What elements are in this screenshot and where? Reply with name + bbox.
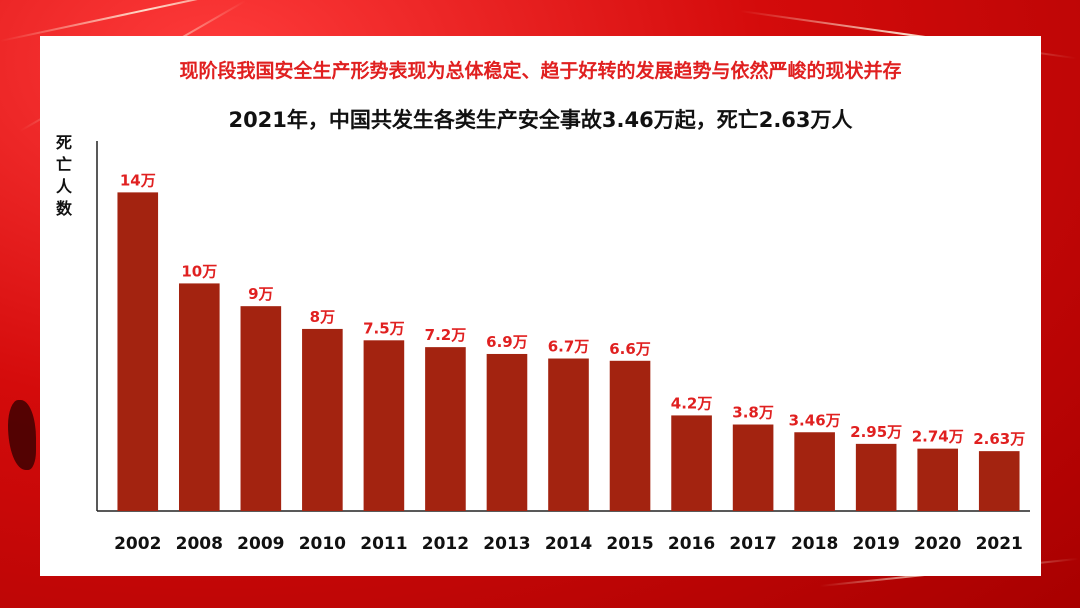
value-label-2014: 6.7万 xyxy=(548,338,590,356)
x-tick-label-2017: 2017 xyxy=(729,534,776,554)
x-tick-label-2002: 2002 xyxy=(114,534,161,554)
x-tick-label-2018: 2018 xyxy=(791,534,838,554)
content-panel: 现阶段我国安全生产形势表现为总体稳定、趋于好转的发展趋势与依然严峻的现状并存 2… xyxy=(40,36,1041,576)
value-label-2008: 10万 xyxy=(181,262,217,280)
bar-2014 xyxy=(548,358,589,511)
value-label-2011: 7.5万 xyxy=(363,319,405,337)
bar-2009 xyxy=(240,306,282,511)
tick-labels-group: 2002 2008 2009 2010 2011 2012 2013 2014 2015 2016… xyxy=(114,534,1023,554)
bar-2008 xyxy=(178,283,220,511)
y-axis-label: 死亡人数 xyxy=(55,133,72,218)
x-tick-label-2013: 2013 xyxy=(483,534,530,554)
subheadline: 2021年，中国共发生各类生产安全事故3.46万起，死亡2.63万人 xyxy=(228,108,853,132)
bar-2016 xyxy=(671,415,712,511)
value-label-2010: 8万 xyxy=(310,308,335,326)
bar-2018 xyxy=(794,432,835,511)
bar-2019 xyxy=(855,443,897,511)
value-label-2013: 6.9万 xyxy=(486,333,528,351)
x-tick-label-2011: 2011 xyxy=(360,534,407,554)
bar-2021 xyxy=(978,451,1020,511)
x-tick-label-2019: 2019 xyxy=(853,534,900,554)
bar-2012 xyxy=(425,347,466,511)
bar-2011 xyxy=(363,340,405,511)
value-label-2015: 6.6万 xyxy=(609,340,651,358)
x-tick-label-2016: 2016 xyxy=(668,534,715,554)
x-tick-label-2021: 2021 xyxy=(976,534,1023,554)
bar-2010 xyxy=(302,328,343,511)
value-label-2020: 2.74万 xyxy=(912,428,964,446)
bar-2002 xyxy=(117,192,159,511)
x-tick-label-2010: 2010 xyxy=(299,534,346,554)
value-label-2002: 14万 xyxy=(120,171,156,189)
value-label-2017: 3.8万 xyxy=(732,404,774,422)
x-tick-label-2015: 2015 xyxy=(606,534,653,554)
bar-2020 xyxy=(917,448,959,511)
decorative-silhouette xyxy=(8,400,36,470)
x-tick-label-2008: 2008 xyxy=(176,534,223,554)
bar-2017 xyxy=(732,424,774,511)
x-tick-label-2009: 2009 xyxy=(237,534,284,554)
x-tick-label-2012: 2012 xyxy=(422,534,469,554)
value-label-2018: 3.46万 xyxy=(789,411,841,429)
value-label-2019: 2.95万 xyxy=(850,423,902,441)
bar-chart: 14万 10万 9万 8万 7.5万 7.2万 6.9万 6.7万 6.6万 4.2万 3.8万 3.… xyxy=(96,141,1030,554)
value-label-2009: 9万 xyxy=(248,285,273,303)
headline: 现阶段我国安全生产形势表现为总体稳定、趋于好转的发展趋势与依然严峻的现状并存 xyxy=(179,60,902,82)
bars-group xyxy=(117,192,1020,511)
value-label-2021: 2.63万 xyxy=(973,430,1025,448)
bar-2013 xyxy=(486,353,528,511)
value-label-2012: 7.2万 xyxy=(425,326,467,344)
x-tick-label-2020: 2020 xyxy=(914,534,961,554)
bar-2015 xyxy=(609,360,651,511)
value-labels-group: 14万 10万 9万 8万 7.5万 7.2万 6.9万 6.7万 6.6万 4.2万 3.8万 3.… xyxy=(120,171,1025,448)
x-tick-label-2014: 2014 xyxy=(545,534,592,554)
value-label-2016: 4.2万 xyxy=(671,394,713,412)
